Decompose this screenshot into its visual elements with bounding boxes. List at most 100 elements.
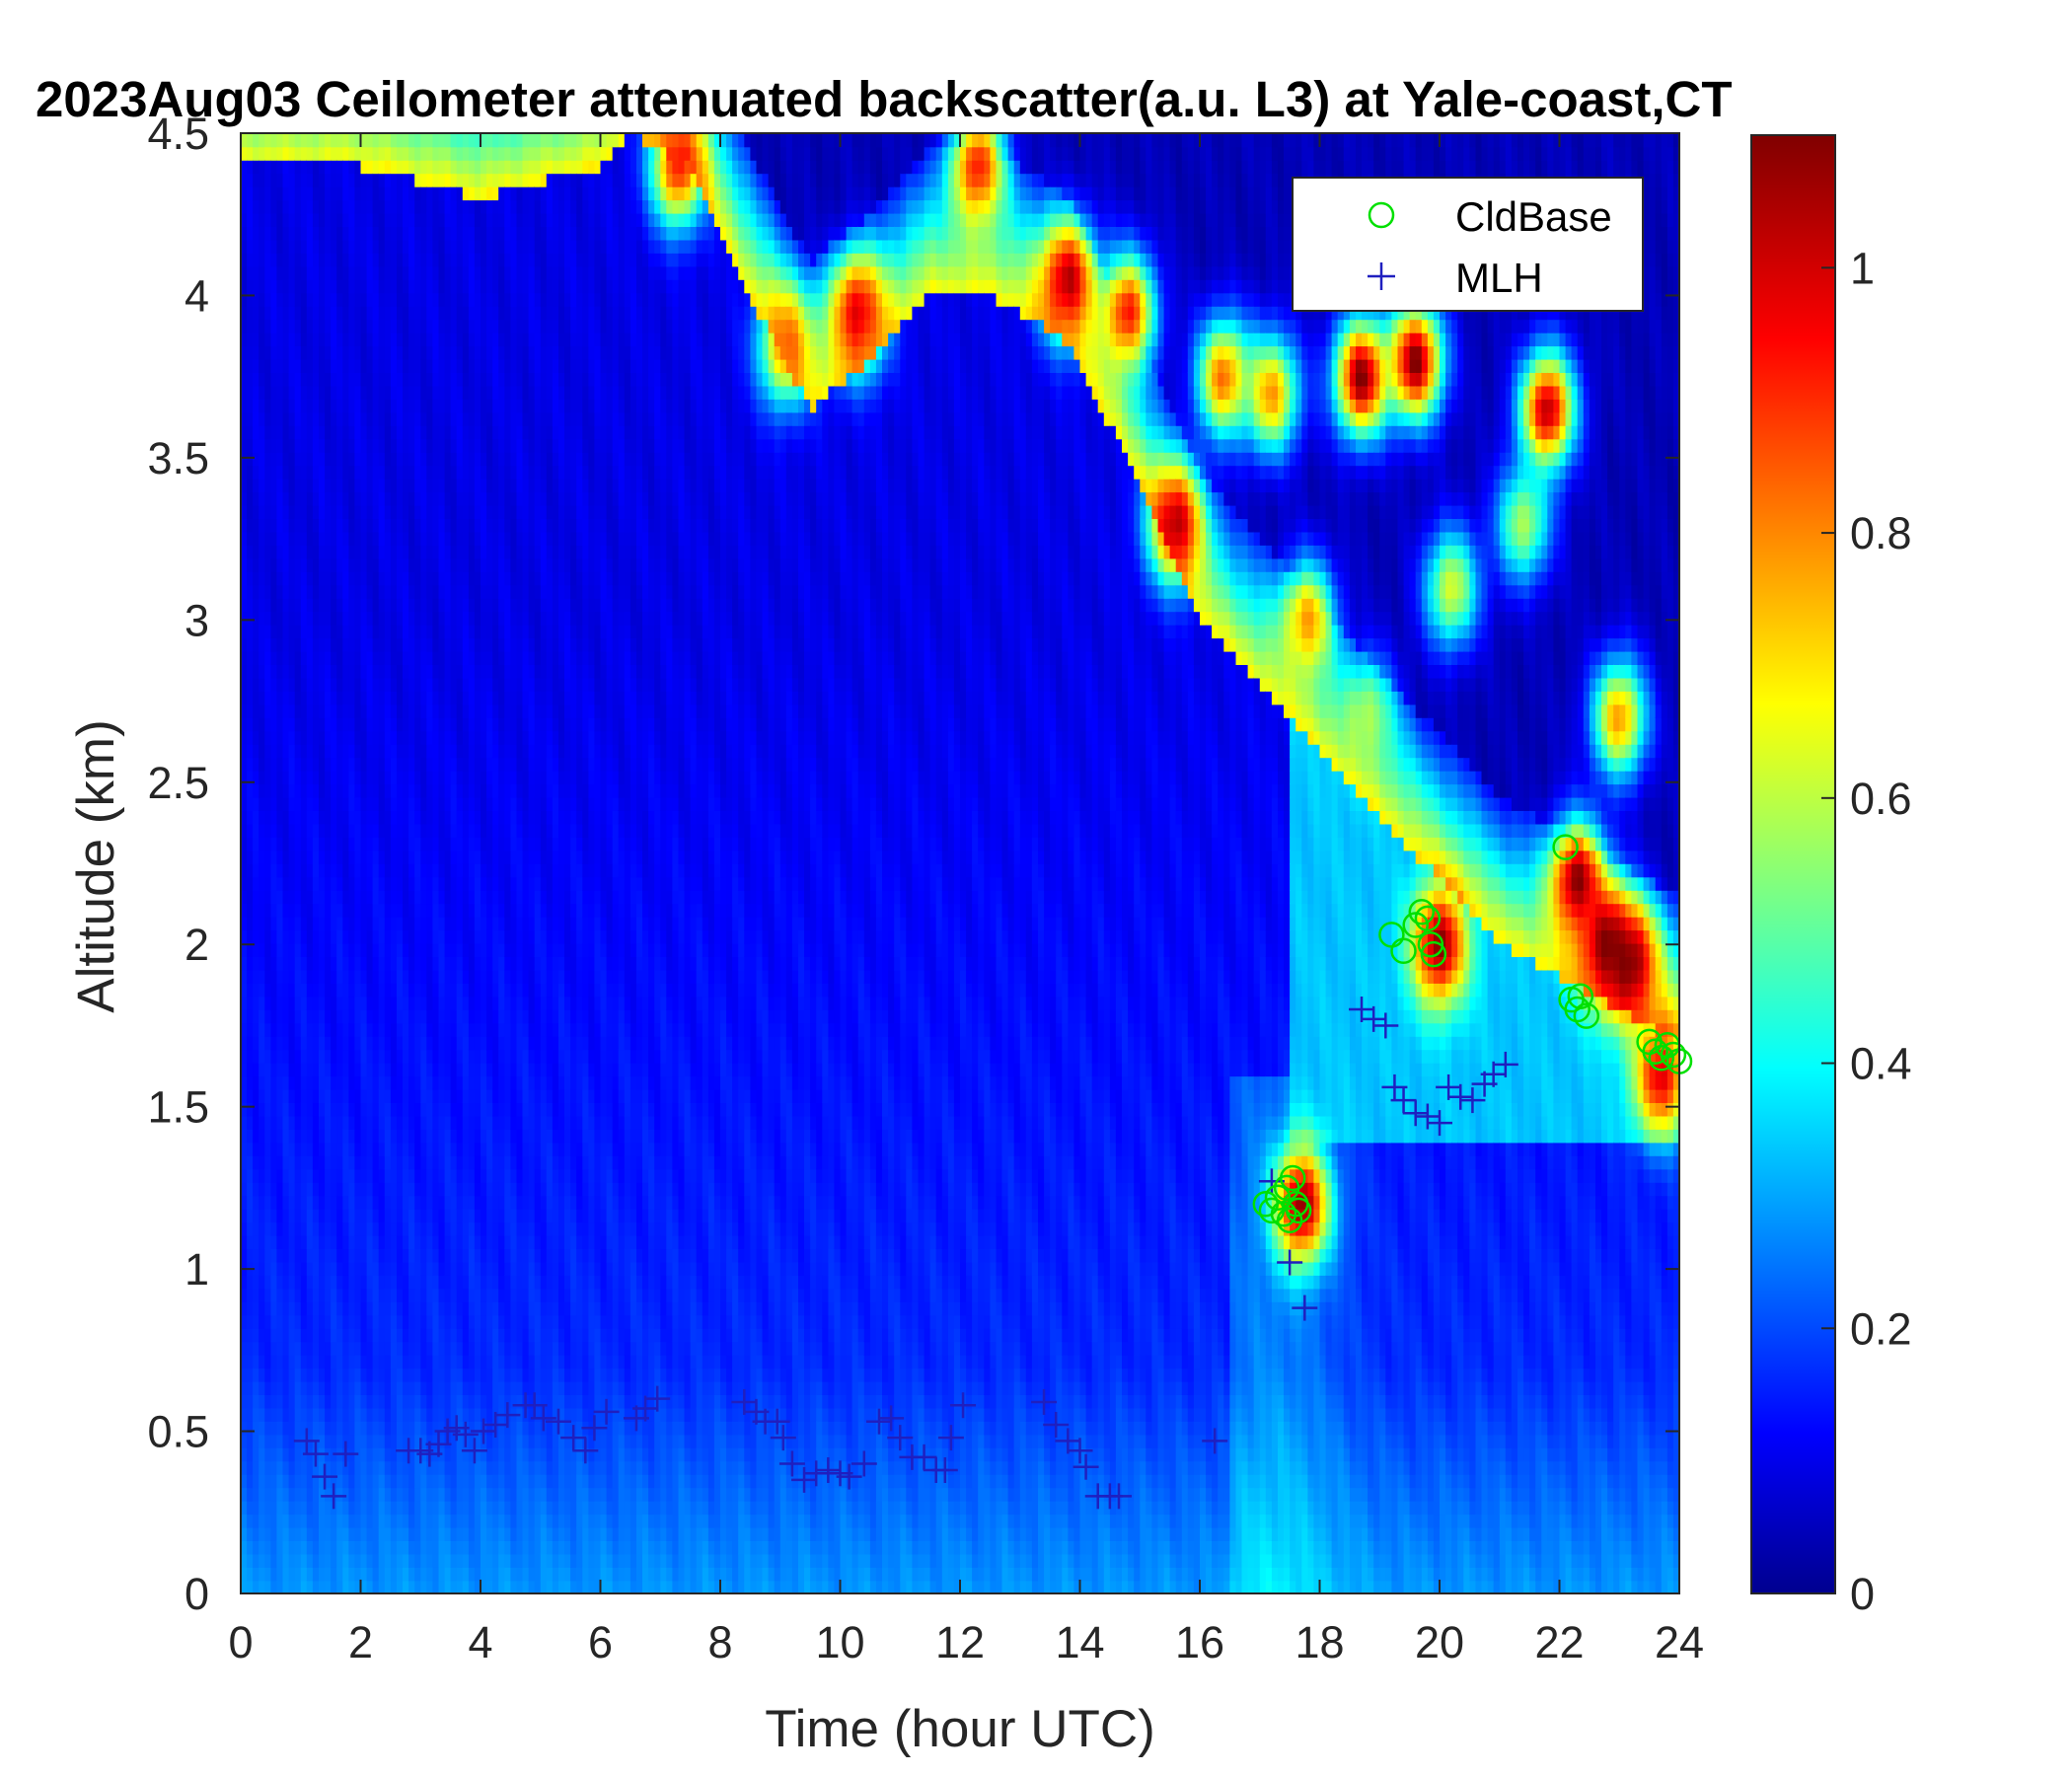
heatmap-cell	[342, 1341, 350, 1356]
heatmap-cell	[403, 1341, 409, 1356]
heatmap-cell	[348, 265, 356, 280]
heatmap-cell	[259, 1327, 266, 1343]
heatmap-cell	[390, 1221, 398, 1236]
heatmap-cell	[432, 1514, 440, 1528]
heatmap-cell	[300, 571, 308, 586]
heatmap-cell	[498, 1234, 506, 1249]
heatmap-cell	[276, 903, 284, 918]
heatmap-cell	[312, 916, 320, 931]
heatmap-cell	[397, 1088, 404, 1103]
heatmap-cell	[450, 1553, 458, 1568]
heatmap-cell	[325, 1460, 332, 1475]
heatmap-cell	[384, 637, 392, 652]
heatmap-cell	[300, 518, 308, 533]
heatmap-cell	[492, 1181, 500, 1197]
heatmap-cell	[276, 504, 284, 519]
heatmap-cell	[403, 1049, 409, 1064]
heatmap-cell	[372, 1155, 380, 1170]
heatmap-cell	[264, 983, 272, 998]
heatmap-cell	[294, 837, 302, 851]
heatmap-cell	[432, 1434, 440, 1448]
heatmap-cell	[408, 1062, 415, 1077]
heatmap-cell	[384, 265, 392, 280]
heatmap-cell	[481, 265, 487, 280]
heatmap-cell	[253, 1407, 259, 1422]
heatmap-cell	[342, 491, 350, 506]
heatmap-cell	[348, 796, 356, 811]
heatmap-cell	[372, 823, 380, 838]
heatmap-cell	[325, 159, 332, 175]
heatmap-cell	[397, 199, 404, 214]
heatmap-cell	[444, 1129, 452, 1144]
heatmap-cell	[498, 863, 506, 878]
heatmap-cell	[504, 703, 512, 718]
heatmap-cell	[481, 478, 487, 493]
heatmap-cell	[241, 1221, 248, 1236]
heatmap-cell	[420, 545, 428, 559]
heatmap-cell	[319, 889, 326, 905]
heatmap-cell	[259, 796, 266, 811]
heatmap-cell	[325, 1380, 332, 1395]
heatmap-cell	[498, 146, 506, 161]
heatmap-cell	[264, 611, 272, 626]
heatmap-cell	[432, 956, 440, 971]
heatmap-cell	[420, 199, 428, 214]
heatmap-cell	[366, 1368, 374, 1382]
heatmap-cell	[426, 1181, 434, 1197]
heatmap-cell	[390, 876, 398, 891]
heatmap-cell	[288, 1421, 296, 1436]
heatmap-cell	[312, 571, 320, 586]
heatmap-cell	[348, 1142, 356, 1156]
heatmap-cell	[414, 319, 422, 333]
heatmap-cell	[438, 1434, 446, 1448]
heatmap-cell	[288, 624, 296, 639]
heatmap-cell	[325, 1314, 332, 1329]
heatmap-cell	[331, 823, 337, 838]
heatmap-cell	[270, 637, 278, 652]
heatmap-cell	[390, 929, 398, 944]
heatmap-cell	[312, 956, 320, 971]
heatmap-cell	[336, 1526, 344, 1541]
heatmap-cell	[504, 1567, 512, 1582]
heatmap-cell	[444, 385, 452, 400]
heatmap-cell	[397, 969, 404, 984]
heatmap-cell	[354, 743, 362, 759]
heatmap-cell	[366, 159, 374, 175]
heatmap-cell	[456, 1341, 464, 1356]
heatmap-cell	[504, 1526, 512, 1541]
heatmap-cell	[264, 996, 272, 1010]
heatmap-cell	[319, 1248, 326, 1263]
heatmap-cell	[372, 650, 380, 665]
heatmap-cell	[384, 823, 392, 838]
heatmap-cell	[306, 305, 314, 321]
heatmap-cell	[331, 796, 337, 811]
heatmap-cell	[372, 743, 380, 759]
heatmap-cell	[462, 837, 470, 851]
heatmap-cell	[390, 1514, 398, 1528]
heatmap-cell	[253, 305, 259, 321]
heatmap-cell	[319, 996, 326, 1010]
heatmap-cell	[468, 903, 476, 918]
heatmap-cell	[360, 1181, 368, 1197]
heatmap-cell	[432, 969, 440, 984]
heatmap-cell	[331, 956, 337, 971]
heatmap-cell	[468, 239, 476, 254]
heatmap-cell	[492, 332, 500, 347]
heatmap-cell	[474, 1155, 481, 1170]
heatmap-cell	[462, 319, 470, 333]
heatmap-cell	[241, 929, 248, 944]
heatmap-cell	[420, 173, 428, 187]
heatmap-cell	[247, 451, 254, 467]
heatmap-cell	[481, 199, 487, 214]
heatmap-cell	[300, 730, 308, 745]
heatmap-cell	[468, 983, 476, 998]
heatmap-cell	[319, 1421, 326, 1436]
heatmap-cell	[241, 1567, 248, 1582]
heatmap-cell	[397, 1314, 404, 1329]
heatmap-cell	[384, 1261, 392, 1276]
heatmap-cell	[300, 1421, 308, 1436]
heatmap-cell	[498, 1447, 506, 1462]
heatmap-cell	[378, 1088, 386, 1103]
heatmap-cell	[372, 173, 380, 187]
heatmap-cell	[450, 1208, 458, 1223]
